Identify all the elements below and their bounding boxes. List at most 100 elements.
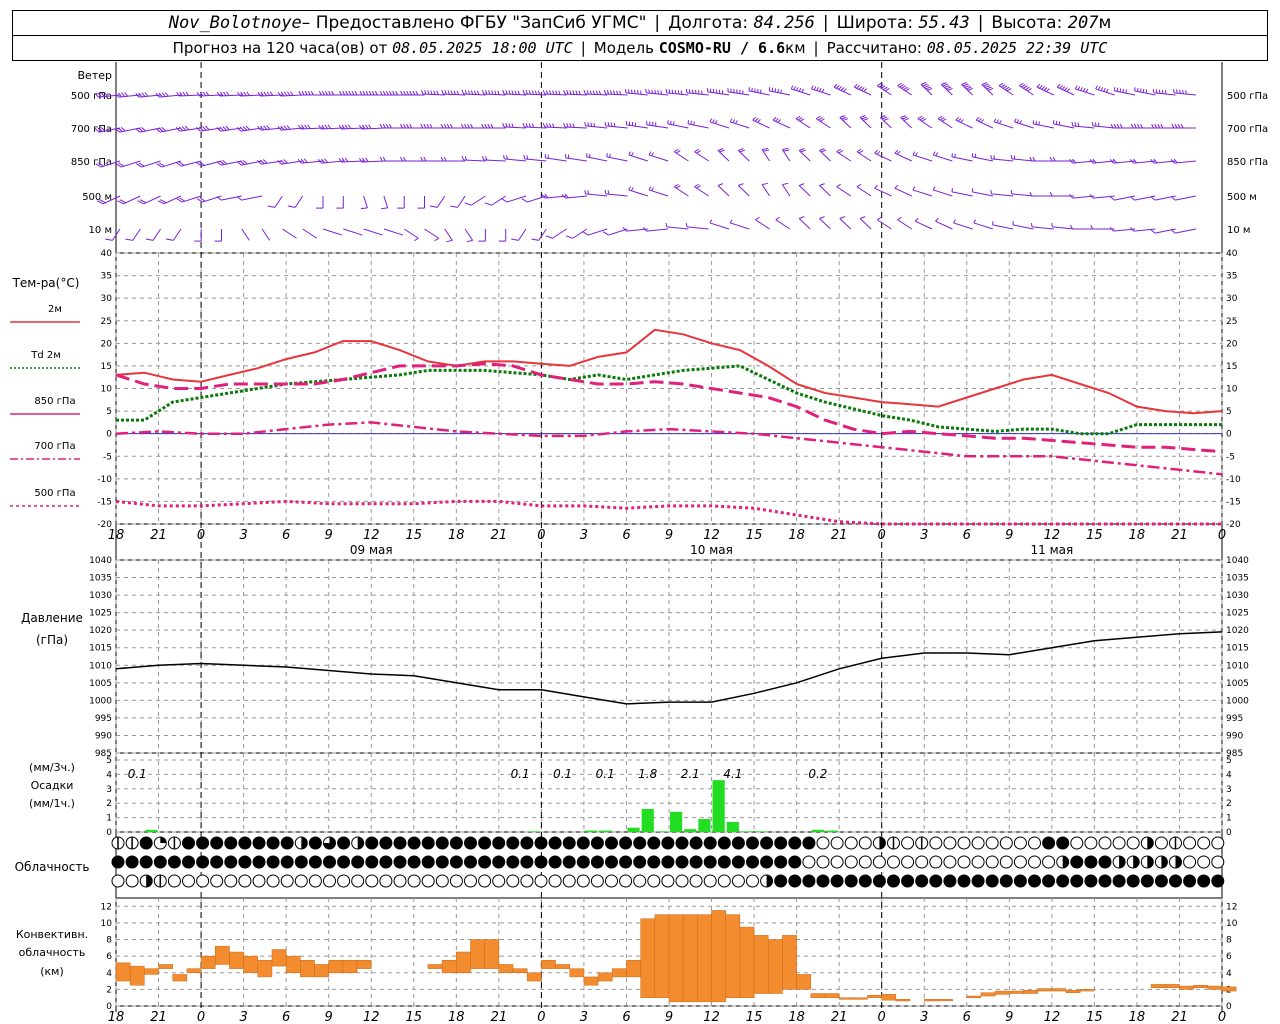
wind-barb xyxy=(381,195,389,210)
wind-barb xyxy=(940,82,953,96)
convective-bar xyxy=(1165,984,1180,988)
wind-barb-shaft xyxy=(444,228,453,241)
wind-barb-feather xyxy=(881,116,888,120)
x-tick-label: 3 xyxy=(239,528,247,543)
cloud-symbol-circle xyxy=(999,836,1013,850)
cloud-symbol xyxy=(196,874,210,888)
wind-barb-feather xyxy=(260,159,265,165)
wind-barb xyxy=(953,219,973,230)
wind-barb-feather xyxy=(555,90,558,95)
wind-barb-feather xyxy=(983,83,989,87)
precip-bar xyxy=(670,811,683,832)
wind-barb-shaft xyxy=(564,126,587,129)
y-tick-left: 12 xyxy=(101,902,112,912)
y-tick-right: 10 xyxy=(1226,385,1238,395)
wind-barb xyxy=(531,228,547,241)
x-tick-label: 3 xyxy=(920,528,928,543)
calc-time: 08.05.2025 22:39 UTC xyxy=(926,39,1108,57)
cloud-symbol-circle xyxy=(943,874,957,888)
wind-barb-feather xyxy=(992,221,994,225)
cloud-symbol-circle xyxy=(1042,855,1056,869)
cloud-symbol xyxy=(1013,836,1027,850)
wind-barb-feather xyxy=(1134,87,1136,91)
wind-barb xyxy=(1170,228,1196,234)
wind-barb-feather xyxy=(506,155,508,160)
wind-barb-feather xyxy=(260,125,265,131)
wind-barb-feather xyxy=(1038,85,1043,89)
wind-barb xyxy=(798,216,811,230)
wind-barb-feather xyxy=(1061,86,1066,90)
wind-barb-shaft xyxy=(894,187,912,197)
wind-barb xyxy=(360,195,368,210)
wind-level-label-right: 10 м xyxy=(1227,225,1250,236)
wind-barb-feather xyxy=(1160,123,1164,129)
wind-barb-feather xyxy=(103,92,108,97)
cloud-symbol-circle xyxy=(901,836,915,850)
wind-barb-feather xyxy=(843,88,847,92)
y-tick-right: 0 xyxy=(1226,1002,1232,1012)
convective-bar xyxy=(867,994,882,998)
cloud-symbol xyxy=(1042,855,1056,869)
temp-legend-label: 850 гПа xyxy=(34,396,75,407)
wind-barb xyxy=(729,118,750,129)
wind-barb-feather xyxy=(286,91,291,96)
cloud-symbol-circle xyxy=(520,836,534,850)
y-tick-left: 0 xyxy=(106,828,112,838)
cloud-symbol-circle xyxy=(365,836,379,850)
wind-barb-feather xyxy=(960,119,964,123)
wind-barb-feather xyxy=(754,88,756,93)
wind-barb xyxy=(975,116,994,129)
cloud-symbol xyxy=(379,855,393,869)
wind-barb-feather xyxy=(1025,86,1030,91)
wind-barb-feather xyxy=(583,89,586,95)
precip-3h-label: 0.1 xyxy=(128,767,147,781)
cloud-panel: Облачность xyxy=(15,836,1225,888)
wind-barb-feather xyxy=(467,123,471,129)
cloud-symbol-circle xyxy=(492,874,506,888)
wind-barb-feather xyxy=(863,88,868,92)
wind-barb-feather xyxy=(406,123,410,129)
wind-barb-feather xyxy=(589,90,592,95)
wind-barb xyxy=(511,228,527,241)
wind-barb-feather xyxy=(729,118,733,123)
wind-barb-feather xyxy=(1089,193,1094,199)
cloud-symbol-circle xyxy=(478,855,492,869)
wind-barb-feather xyxy=(1090,224,1094,230)
cloud-symbol xyxy=(449,836,463,850)
y-tick-right: 1000 xyxy=(1226,696,1249,706)
wind-barb-shaft xyxy=(564,93,587,96)
cloud-symbol xyxy=(182,855,195,869)
wind-barb xyxy=(1172,89,1196,96)
wind-barb-feather xyxy=(277,125,282,131)
convective-bar xyxy=(271,949,287,967)
cloud-symbol xyxy=(858,874,872,888)
wind-barb-feather xyxy=(777,88,779,93)
wind-barb xyxy=(990,155,1014,162)
wind-barb-feather xyxy=(1150,196,1156,201)
wind-barb xyxy=(583,89,608,96)
wind-barb-feather xyxy=(858,150,864,154)
cloud-symbol-circle xyxy=(534,874,548,888)
wind-barb xyxy=(450,195,466,208)
y-tick-left: 1025 xyxy=(89,609,112,619)
cloud-symbol xyxy=(1183,836,1197,850)
wind-barb-shaft xyxy=(727,91,750,96)
convective-bar xyxy=(257,960,273,978)
model-unit: км xyxy=(785,39,806,57)
cloud-symbol-circle xyxy=(788,874,802,888)
cloud-symbol xyxy=(830,836,844,850)
wind-barb-feather xyxy=(856,183,862,188)
cloud-symbol-circle xyxy=(280,874,294,888)
wind-barb-feather xyxy=(592,90,595,95)
wind-barb-feather xyxy=(531,238,539,241)
cloud-symbol-circle xyxy=(1013,836,1027,850)
wind-barb-shaft xyxy=(99,127,121,133)
wind-barb xyxy=(460,123,486,129)
wind-barb xyxy=(685,223,709,230)
wind-barb-feather xyxy=(542,89,546,95)
cloud-symbol-circle xyxy=(816,855,830,869)
cloud-symbol xyxy=(802,874,816,888)
wind-barb-feather xyxy=(202,91,207,97)
wind-barb-shaft xyxy=(626,92,648,96)
wind-barb-feather xyxy=(1019,82,1024,87)
